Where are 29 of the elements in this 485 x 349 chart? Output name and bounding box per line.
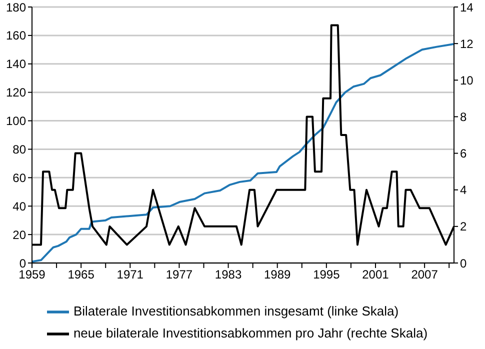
legend-label: neue bilaterale Investitionsabkommen pro Jahr (rechte Skala) <box>73 325 428 340</box>
y-tick-label: 180 <box>6 0 26 14</box>
legend-label: Bilaterale Investitionsabkommen insgesamt (linke Skala) <box>73 303 399 318</box>
y2-tick-label: 12 <box>460 36 474 51</box>
x-tick-label: 2001 <box>362 268 390 282</box>
y2-tick-label: 10 <box>460 73 474 88</box>
y-tick-label: 160 <box>6 28 26 43</box>
y-tick-label: 40 <box>12 199 26 214</box>
y-tick-label: 80 <box>12 142 26 156</box>
y-tick-label: 100 <box>6 114 26 128</box>
y2-tick-label: 6 <box>460 146 467 161</box>
y-tick-label: 0 <box>19 256 26 270</box>
x-tick-label: 1977 <box>166 268 193 282</box>
x-tick-label: 2007 <box>411 268 438 282</box>
x-tick-label: 1959 <box>18 268 46 282</box>
y-tick-label: 140 <box>6 57 26 72</box>
x-tick-label: 1965 <box>68 268 95 282</box>
y-tick-label: 60 <box>12 170 26 185</box>
x-tick-label: 1989 <box>264 268 292 282</box>
y2-tick-label: 2 <box>460 220 467 234</box>
x-tick-label: 1995 <box>313 268 340 282</box>
y2-tick-label: 0 <box>460 256 467 270</box>
x-tick-label: 1971 <box>116 268 144 282</box>
y2-tick-label: 4 <box>460 183 467 198</box>
y-tick-label: 20 <box>12 228 26 242</box>
y2-tick-label: 14 <box>460 0 474 14</box>
y-tick-label: 120 <box>6 86 26 100</box>
y2-tick-label: 8 <box>460 110 467 124</box>
x-tick-label: 1983 <box>214 268 242 282</box>
